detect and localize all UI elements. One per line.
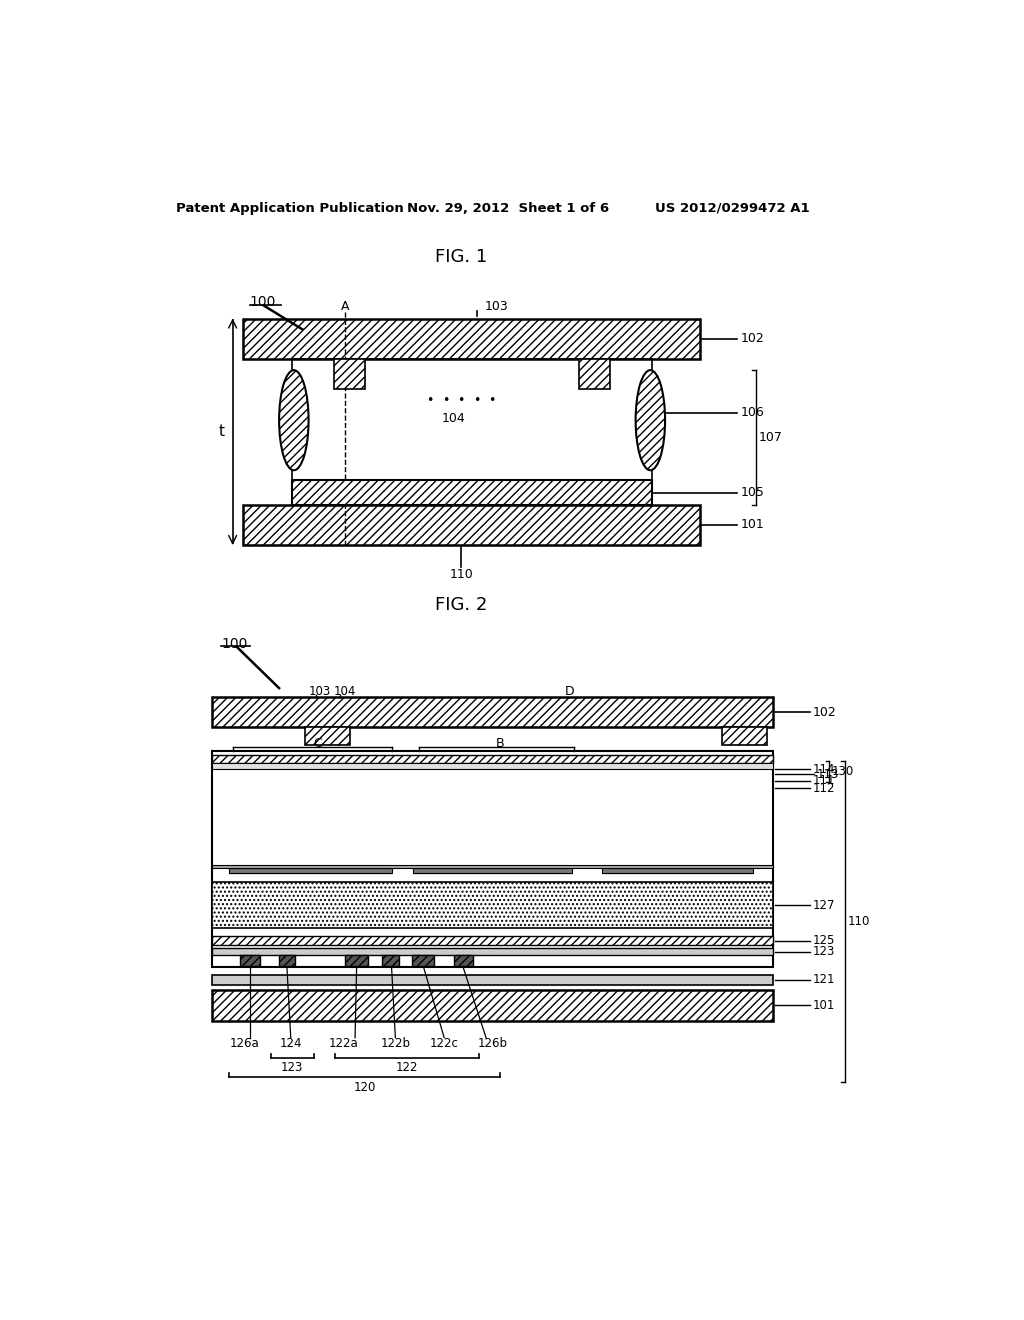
Text: FIG. 2: FIG. 2	[435, 597, 487, 614]
Bar	[212, 751, 773, 966]
Text: US 2012/0299472 A1: US 2012/0299472 A1	[655, 202, 810, 215]
Bar	[228, 869, 391, 873]
Text: 104: 104	[441, 412, 465, 425]
Bar	[212, 697, 773, 726]
Bar	[414, 869, 572, 873]
Text: 124: 124	[280, 1038, 302, 1051]
Text: 112: 112	[813, 781, 836, 795]
Text: 130: 130	[831, 764, 854, 777]
Text: t: t	[219, 424, 225, 440]
Bar	[454, 956, 473, 966]
Text: 101: 101	[813, 999, 836, 1012]
Text: •: •	[473, 395, 480, 408]
Bar	[579, 359, 610, 389]
Bar	[280, 956, 295, 966]
Text: 111: 111	[813, 774, 836, 787]
Text: 105: 105	[740, 486, 764, 499]
Bar	[243, 506, 700, 545]
Text: 121: 121	[813, 973, 836, 986]
Text: FIG. 1: FIG. 1	[435, 248, 487, 265]
Bar	[243, 318, 700, 359]
Text: 123: 123	[813, 945, 836, 958]
Bar	[212, 948, 773, 956]
Bar	[413, 956, 434, 966]
Text: 100: 100	[221, 636, 248, 651]
Text: •: •	[427, 395, 434, 408]
Bar	[602, 869, 754, 873]
Text: 113: 113	[817, 768, 840, 781]
Text: Patent Application Publication: Patent Application Publication	[176, 202, 403, 215]
Text: 107: 107	[759, 430, 782, 444]
Text: B: B	[496, 737, 504, 750]
Text: 125: 125	[813, 935, 836, 948]
Bar	[382, 956, 399, 966]
Bar	[212, 990, 773, 1020]
Text: 102: 102	[813, 705, 837, 718]
Bar	[212, 866, 773, 869]
Text: 123: 123	[282, 1061, 303, 1074]
Text: 100: 100	[250, 294, 276, 309]
Text: 114: 114	[813, 763, 836, 776]
Bar	[334, 359, 366, 389]
Text: •: •	[442, 395, 450, 408]
Text: 103: 103	[484, 300, 508, 313]
Text: 106: 106	[740, 407, 764, 418]
Text: 122c: 122c	[430, 1038, 459, 1051]
Text: C: C	[313, 737, 323, 750]
Text: 102: 102	[740, 333, 764, 345]
Text: 122: 122	[395, 1061, 418, 1074]
Text: 101: 101	[740, 519, 764, 532]
Text: 126b: 126b	[477, 1038, 507, 1051]
Text: A: A	[341, 300, 349, 313]
Text: •: •	[458, 395, 465, 408]
Bar	[345, 956, 369, 966]
Text: 122b: 122b	[380, 1038, 411, 1051]
Text: 120: 120	[353, 1081, 376, 1093]
Bar	[305, 726, 349, 744]
Bar	[212, 763, 773, 770]
Ellipse shape	[636, 370, 665, 470]
Bar	[212, 974, 773, 985]
Bar	[292, 480, 652, 506]
Text: 110: 110	[847, 915, 869, 928]
Ellipse shape	[280, 370, 308, 470]
Text: 126a: 126a	[229, 1038, 259, 1051]
Bar	[212, 936, 773, 945]
Bar	[722, 726, 767, 744]
Bar	[241, 956, 260, 966]
Text: 122a: 122a	[329, 1038, 358, 1051]
Text: •: •	[488, 395, 496, 408]
Bar	[212, 882, 773, 928]
Text: 110: 110	[450, 568, 473, 581]
Text: 127: 127	[813, 899, 836, 912]
Text: Nov. 29, 2012  Sheet 1 of 6: Nov. 29, 2012 Sheet 1 of 6	[407, 202, 609, 215]
Text: 104: 104	[334, 685, 355, 698]
Text: 103: 103	[308, 685, 331, 698]
Text: D: D	[565, 685, 574, 698]
Bar	[212, 755, 773, 763]
